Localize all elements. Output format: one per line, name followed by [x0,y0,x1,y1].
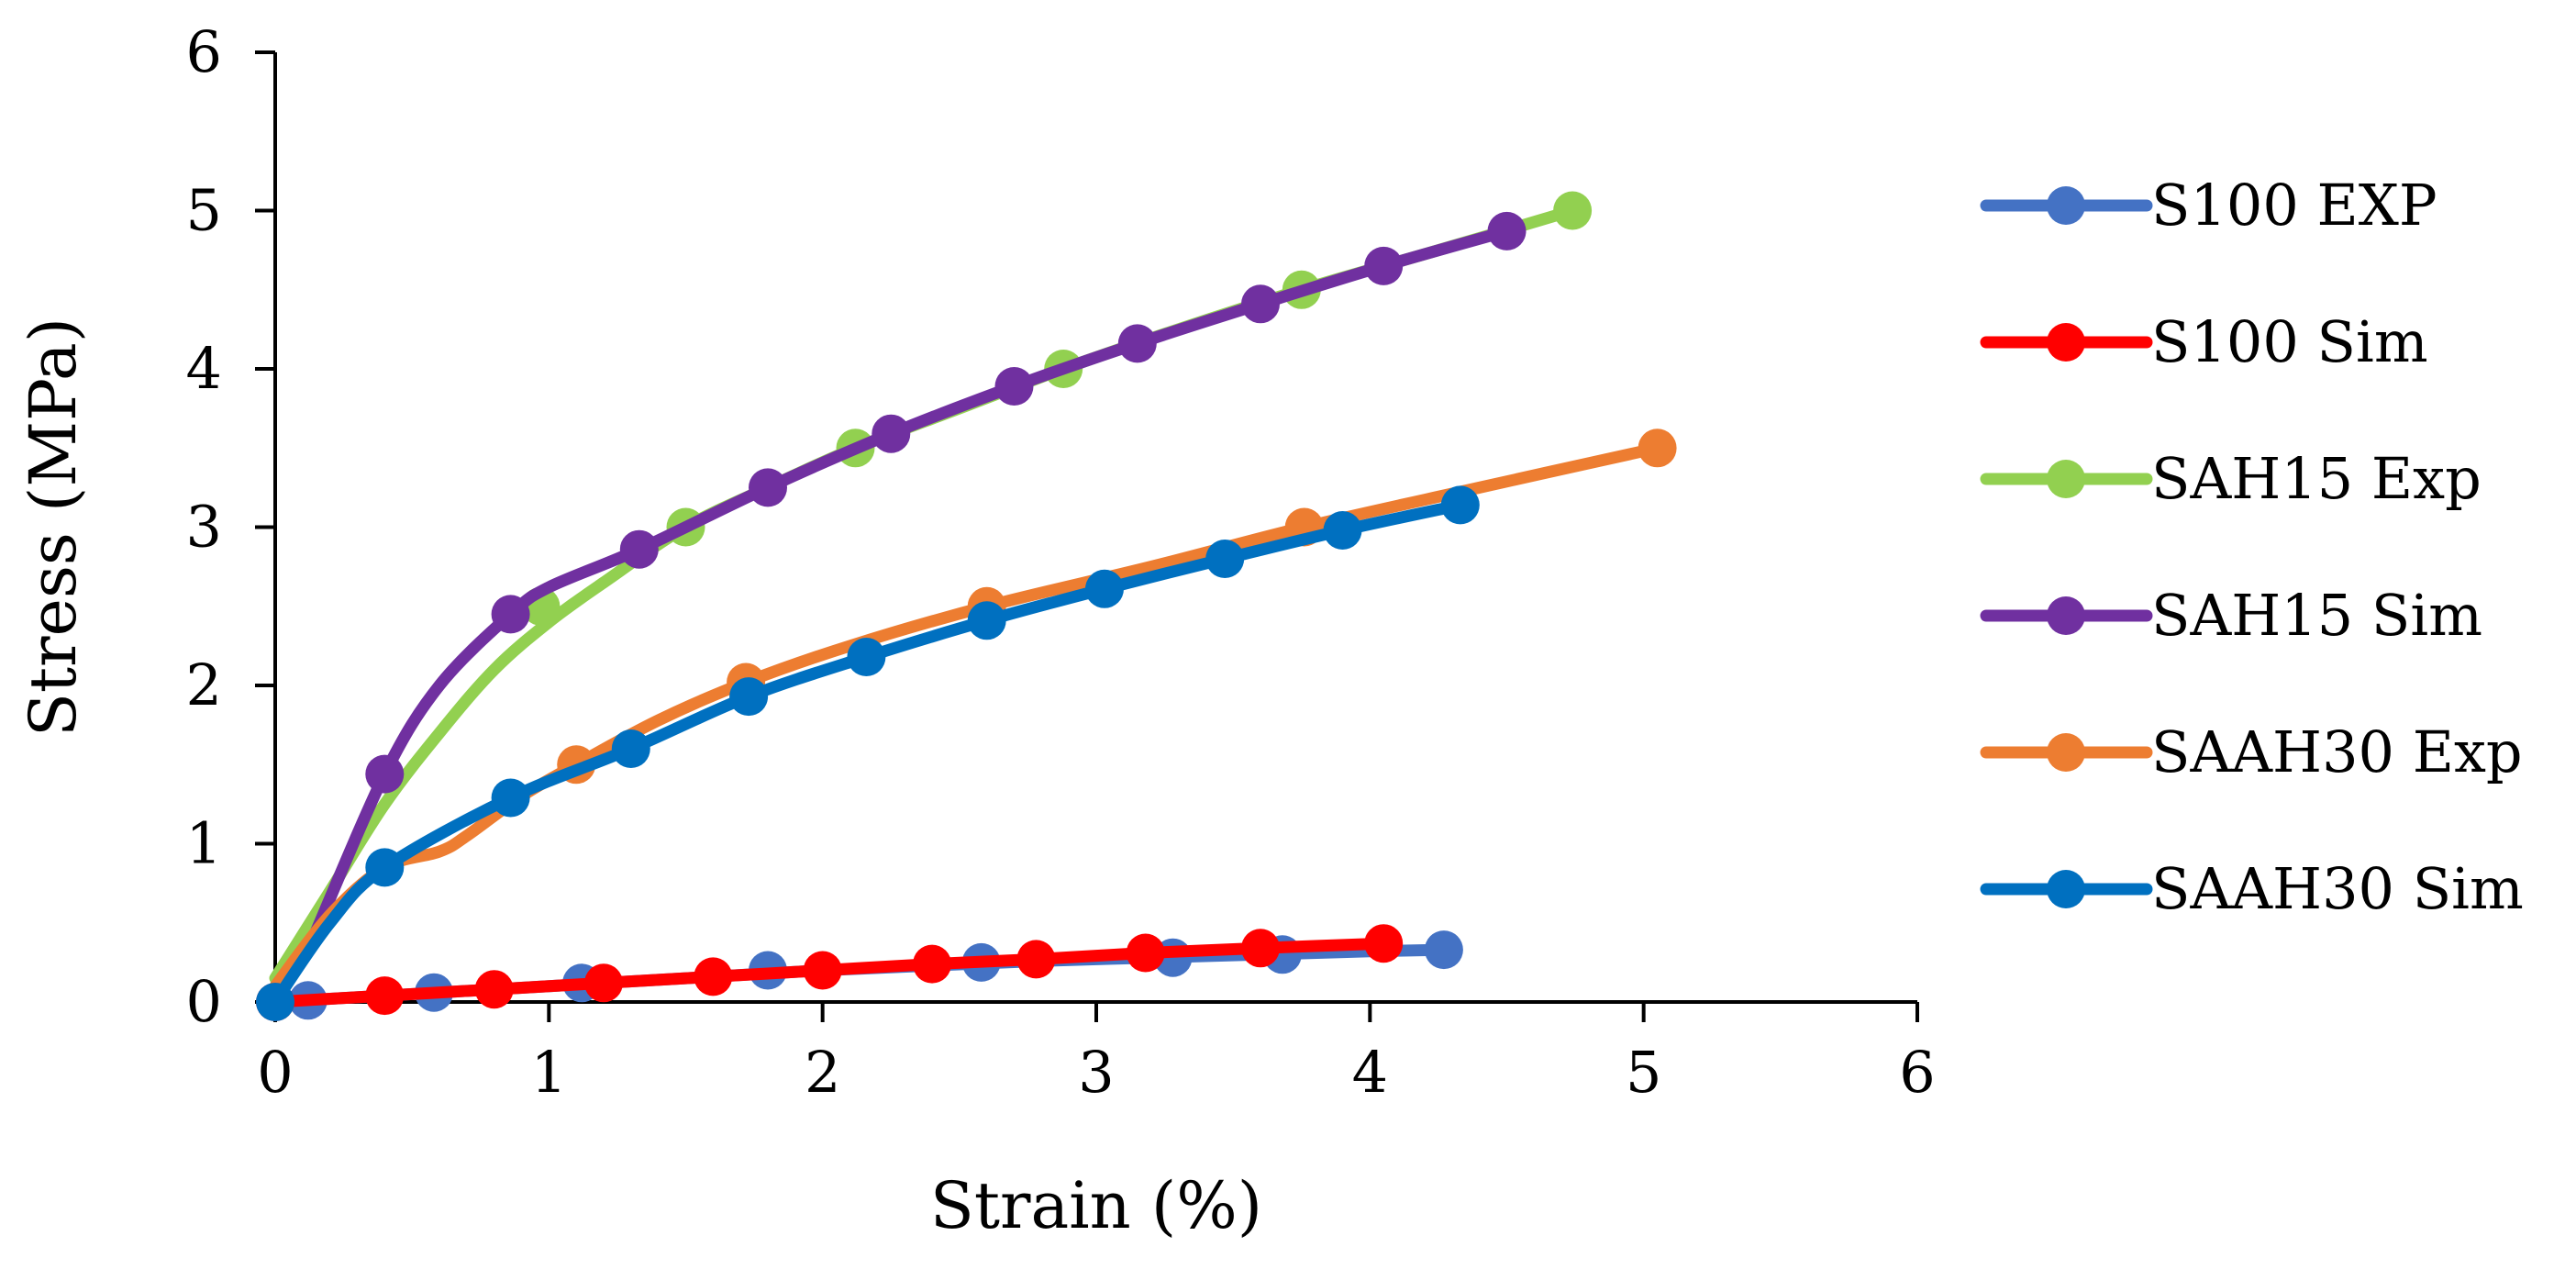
y-axis-title: Stress (MPa) [16,317,91,737]
data-point [1440,485,1480,525]
data-point [847,638,886,676]
data-point [619,529,659,569]
data-point [1117,324,1157,363]
legend-item-saah30-exp: SAAH30 Exp [1980,718,2523,785]
data-point [491,595,530,634]
data-point [365,754,405,794]
data-point [1553,191,1593,230]
series-saah30-sim [256,485,1480,1021]
x-tick-label: 3 [1078,1039,1114,1106]
data-point [803,951,842,990]
data-point [694,957,733,996]
legend-item-sah15-sim: SAH15 Sim [1980,582,2482,649]
x-axis-title: Strain (%) [930,1168,1262,1243]
legend-label: S100 Sim [2151,308,2428,375]
data-point [1205,540,1245,578]
legend-label: SAAH30 Sim [2151,855,2524,922]
legend-label: SAAH30 Exp [2151,718,2523,785]
y-tick-label: 1 [186,810,222,877]
series-line-sah15-exp [269,205,1579,985]
x-tick-label: 5 [1626,1039,1661,1106]
legend-item-sah15-exp: SAH15 Exp [1980,445,2482,512]
data-point [1424,930,1463,970]
series-s100-sim [256,924,1404,1021]
legend-swatch-marker [2047,323,2085,362]
legend-label: S100 EXP [2151,172,2437,239]
legend-item-s100-exp: S100 EXP [1980,172,2437,239]
y-tick-label: 4 [186,335,222,402]
data-point [872,414,911,453]
legend-swatch-marker [2047,186,2085,225]
series-sah15-exp [269,191,1593,985]
legend-item-s100-sim: S100 Sim [1980,308,2428,375]
legend-label: SAH15 Exp [2151,445,2482,512]
legend-swatch-marker [2047,596,2085,635]
data-point [491,778,530,818]
data-point [994,367,1034,406]
y-tick-label: 2 [186,651,222,718]
legend-item-saah30-sim: SAAH30 Sim [1980,855,2524,922]
x-tick-label: 0 [257,1039,293,1106]
series-line-saah30-sim [269,498,1467,1008]
data-point [1241,929,1280,968]
data-point [365,848,405,887]
y-tick-label: 6 [186,18,222,85]
plot-area [256,191,1677,1021]
data-point [584,963,623,1003]
legend-swatch-marker [2047,460,2085,498]
data-point [256,983,294,1021]
data-point [611,729,650,768]
x-tick-label: 1 [531,1039,567,1106]
legend-swatch-marker [2047,870,2085,908]
data-point [967,601,1006,640]
data-point [729,677,769,717]
data-point [913,944,951,984]
legend-label: SAH15 Sim [2151,582,2482,649]
axes: 0 1 2 3 4 5 6 0 1 2 3 4 5 6 [186,18,1936,1106]
legend-swatch-marker [2047,733,2085,772]
data-point [1016,940,1056,979]
data-point [1487,211,1527,250]
data-point [749,468,787,507]
y-tick-label: 5 [186,177,222,244]
data-point [474,970,514,1009]
series-sah15-sim [310,211,1527,937]
data-point [1364,924,1404,963]
data-point [1364,246,1404,285]
data-point [1241,284,1280,324]
y-tick-label: 3 [186,494,222,561]
data-point [1126,933,1165,973]
data-point [365,976,405,1016]
x-tick-label: 4 [1352,1039,1388,1106]
x-tick-label: 2 [805,1039,840,1106]
series-line-sah15-sim [310,225,1513,937]
data-point [1638,429,1677,468]
data-point [1323,511,1362,550]
data-point [1085,569,1124,608]
x-tick-label: 6 [1899,1039,1935,1106]
series-line-saah30-exp [269,441,1664,993]
y-tick-label: 0 [186,968,222,1035]
legend: S100 EXP S100 Sim SAH15 Exp SAH15 Sim SAAH30… [1980,172,2524,922]
